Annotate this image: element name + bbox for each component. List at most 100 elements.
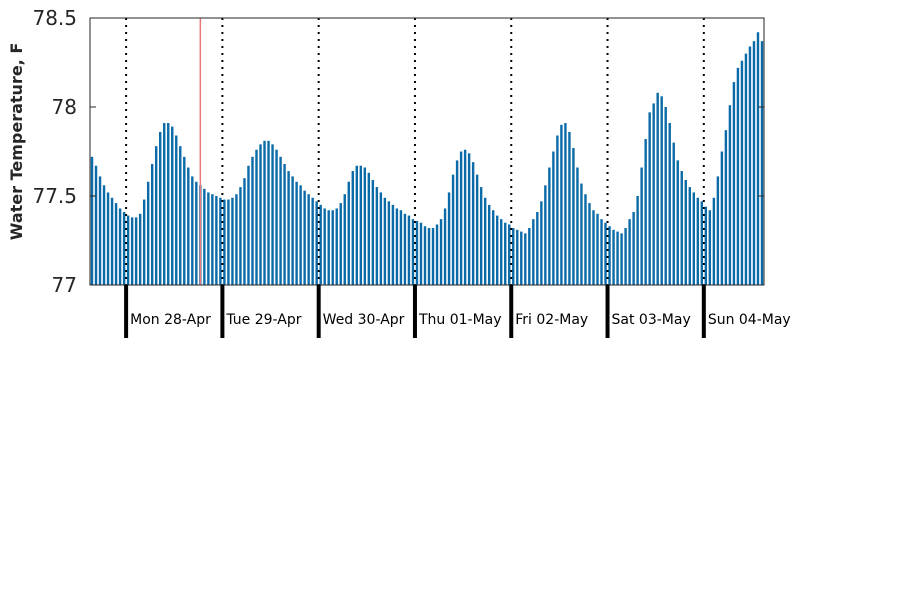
bar xyxy=(628,219,631,285)
bar xyxy=(159,131,162,285)
bar xyxy=(303,190,306,285)
bar xyxy=(471,162,475,285)
day-label: Tue 29-Apr xyxy=(225,312,301,328)
bar xyxy=(90,156,94,285)
bar xyxy=(600,219,603,285)
bar xyxy=(223,199,226,285)
plot-frame xyxy=(89,17,765,286)
bar xyxy=(419,222,423,285)
bar xyxy=(403,213,407,285)
bar xyxy=(355,165,358,285)
bar xyxy=(443,208,447,285)
bar xyxy=(500,219,503,285)
bar xyxy=(134,217,138,285)
bar xyxy=(106,192,110,285)
bar xyxy=(656,92,659,285)
day-label: Mon 28-Apr xyxy=(130,312,211,328)
bar xyxy=(540,201,543,285)
bar xyxy=(568,131,571,285)
bar xyxy=(431,228,435,285)
bar xyxy=(247,165,250,285)
bar xyxy=(231,197,234,285)
bar xyxy=(491,210,495,285)
y-axis-label: Water Temperature, F xyxy=(7,43,26,241)
bar xyxy=(608,226,611,285)
bar xyxy=(339,203,342,285)
bar xyxy=(459,151,463,285)
bar xyxy=(467,153,471,285)
bar xyxy=(251,156,254,285)
bar xyxy=(756,32,760,285)
bar xyxy=(319,204,322,285)
bar xyxy=(732,82,736,285)
bar xyxy=(211,194,214,285)
bar xyxy=(648,112,651,285)
bar xyxy=(736,67,740,285)
bar xyxy=(175,135,178,285)
bar xyxy=(532,219,535,285)
bar xyxy=(367,172,371,285)
bar xyxy=(98,176,102,285)
bar xyxy=(544,185,547,285)
bar xyxy=(520,231,523,285)
bar xyxy=(572,147,575,285)
bar xyxy=(347,181,350,285)
bar xyxy=(740,60,744,285)
bar xyxy=(700,201,704,285)
bar xyxy=(118,208,122,285)
bar xyxy=(620,233,623,285)
bar xyxy=(395,208,399,285)
bar xyxy=(259,144,262,285)
bar xyxy=(307,194,310,285)
bar xyxy=(335,208,338,285)
bar xyxy=(604,222,607,285)
bar xyxy=(291,176,294,285)
bar xyxy=(560,124,563,285)
bar xyxy=(411,219,415,285)
bar xyxy=(263,140,266,285)
bar xyxy=(191,176,194,285)
bar xyxy=(219,197,222,285)
bar xyxy=(243,178,246,285)
bar xyxy=(728,105,732,285)
bar xyxy=(684,179,687,285)
bar xyxy=(676,160,679,285)
bar xyxy=(423,226,427,285)
bar xyxy=(227,199,230,285)
y-tick-label: 77 xyxy=(52,273,77,297)
bar xyxy=(187,167,190,285)
bar xyxy=(712,197,716,285)
bar xyxy=(343,194,346,285)
y-tick-label: 78.5 xyxy=(32,6,77,30)
bar xyxy=(596,213,599,285)
day-label: Sat 03-May xyxy=(612,312,691,328)
bar xyxy=(508,224,511,285)
bar xyxy=(207,192,210,285)
bar xyxy=(114,203,118,285)
bar xyxy=(283,163,286,285)
bar xyxy=(708,210,712,285)
bar xyxy=(516,229,519,285)
bar xyxy=(463,149,467,285)
bar xyxy=(616,231,619,285)
bar xyxy=(279,156,282,285)
bar xyxy=(102,185,106,285)
bar xyxy=(359,165,363,285)
bar xyxy=(407,215,411,285)
bar xyxy=(167,123,170,286)
bar xyxy=(692,192,695,285)
bar xyxy=(375,187,379,285)
bar xyxy=(584,194,587,285)
day-label: Fri 02-May xyxy=(515,312,588,328)
bar xyxy=(447,192,451,285)
bar xyxy=(451,174,455,285)
bar xyxy=(315,201,318,285)
bar xyxy=(632,212,635,285)
bar xyxy=(564,123,567,286)
bar xyxy=(664,107,667,285)
bar xyxy=(504,222,507,285)
bar xyxy=(556,135,559,285)
bar xyxy=(299,185,302,285)
bar xyxy=(311,197,314,285)
